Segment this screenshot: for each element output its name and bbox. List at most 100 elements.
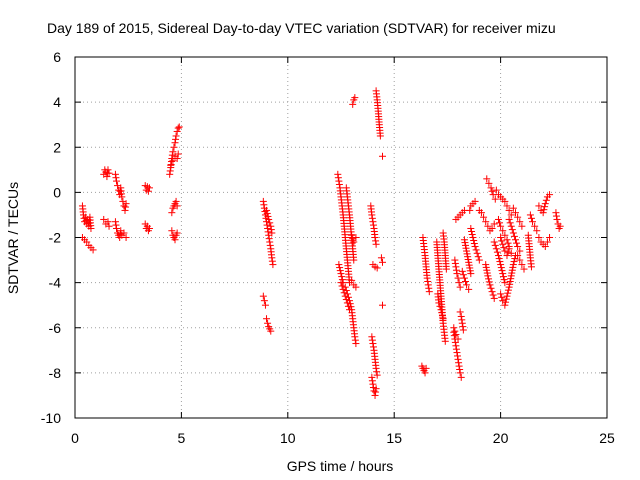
data-point [263, 206, 271, 214]
data-point [170, 143, 178, 151]
data-point [453, 349, 461, 357]
data-point [111, 218, 119, 226]
data-point [471, 243, 479, 251]
data-point [352, 283, 360, 291]
data-point [120, 229, 128, 237]
data-point [342, 296, 350, 304]
data-point [437, 306, 445, 314]
data-point [338, 273, 346, 281]
data-point [455, 362, 463, 370]
data-point [541, 203, 549, 211]
data-point [369, 380, 377, 388]
data-point [335, 180, 343, 188]
data-point [104, 166, 112, 174]
data-point [502, 298, 510, 306]
data-point [477, 209, 485, 217]
data-point [504, 286, 512, 294]
data-point [489, 291, 497, 299]
data-point [268, 257, 276, 265]
data-point [458, 319, 466, 327]
data-point [166, 170, 174, 178]
data-point [493, 248, 501, 256]
data-point [516, 256, 524, 264]
data-point [174, 124, 182, 132]
data-point [497, 290, 505, 298]
data-point [546, 191, 554, 199]
data-point [438, 309, 446, 317]
data-point [105, 169, 113, 177]
data-point [172, 132, 180, 140]
data-point [172, 197, 180, 205]
data-point [499, 227, 507, 235]
y-axis-label: SDTVAR / TECUs [5, 182, 21, 294]
data-point [503, 292, 511, 300]
data-point [504, 239, 512, 247]
data-point [344, 302, 352, 310]
data-point [471, 197, 479, 205]
data-point [171, 139, 179, 147]
data-point [505, 206, 513, 214]
x-tick-label: 25 [599, 430, 615, 446]
y-tick-label: 2 [53, 139, 61, 155]
data-point [456, 365, 464, 373]
y-tick-label: 4 [53, 94, 61, 110]
data-point [457, 373, 465, 381]
data-point [369, 221, 377, 229]
data-point [456, 283, 464, 291]
data-point [439, 315, 447, 323]
data-point [490, 294, 498, 302]
data-point [111, 170, 119, 178]
data-point [372, 388, 380, 396]
data-point [498, 267, 506, 275]
data-point [470, 237, 478, 245]
data-point [173, 202, 181, 210]
data-point [334, 174, 342, 182]
data-point [259, 197, 267, 205]
data-point [175, 123, 183, 131]
data-point [349, 235, 357, 243]
data-point [487, 284, 495, 292]
data-point [334, 170, 342, 178]
data-point [352, 340, 360, 348]
data-point [373, 368, 381, 376]
data-point [122, 203, 130, 211]
data-point [556, 222, 564, 230]
data-point [552, 209, 560, 217]
data-point [511, 255, 519, 263]
data-point [173, 127, 181, 135]
data-point [459, 323, 467, 331]
data-point [514, 252, 522, 260]
data-point [526, 211, 534, 219]
data-point [494, 252, 502, 260]
data-point [492, 245, 500, 253]
data-point [457, 312, 465, 320]
data-point [372, 237, 380, 245]
data-point [503, 252, 511, 260]
data-point [339, 285, 347, 293]
data-point [508, 226, 516, 234]
data-point [144, 187, 152, 195]
data-point [442, 265, 450, 273]
data-point [267, 222, 275, 230]
data-point [467, 270, 475, 278]
data-point [173, 229, 181, 237]
data-point [456, 308, 464, 316]
data-point [87, 224, 95, 232]
data-point [518, 261, 526, 269]
data-point [490, 220, 498, 228]
data-point [474, 253, 482, 261]
data-point [351, 94, 359, 102]
data-point [451, 256, 459, 264]
data-point [267, 327, 275, 335]
data-point [425, 288, 433, 296]
data-point [460, 274, 468, 282]
data-point [514, 213, 522, 221]
data-point [371, 391, 379, 399]
data-point [507, 211, 515, 219]
data-point [261, 301, 269, 309]
x-tick-label: 20 [493, 430, 509, 446]
data-point [507, 222, 515, 230]
chart-title: Day 189 of 2015, Sidereal Day-to-day VTE… [47, 20, 556, 36]
data-point [510, 258, 518, 266]
data-point [168, 227, 176, 235]
